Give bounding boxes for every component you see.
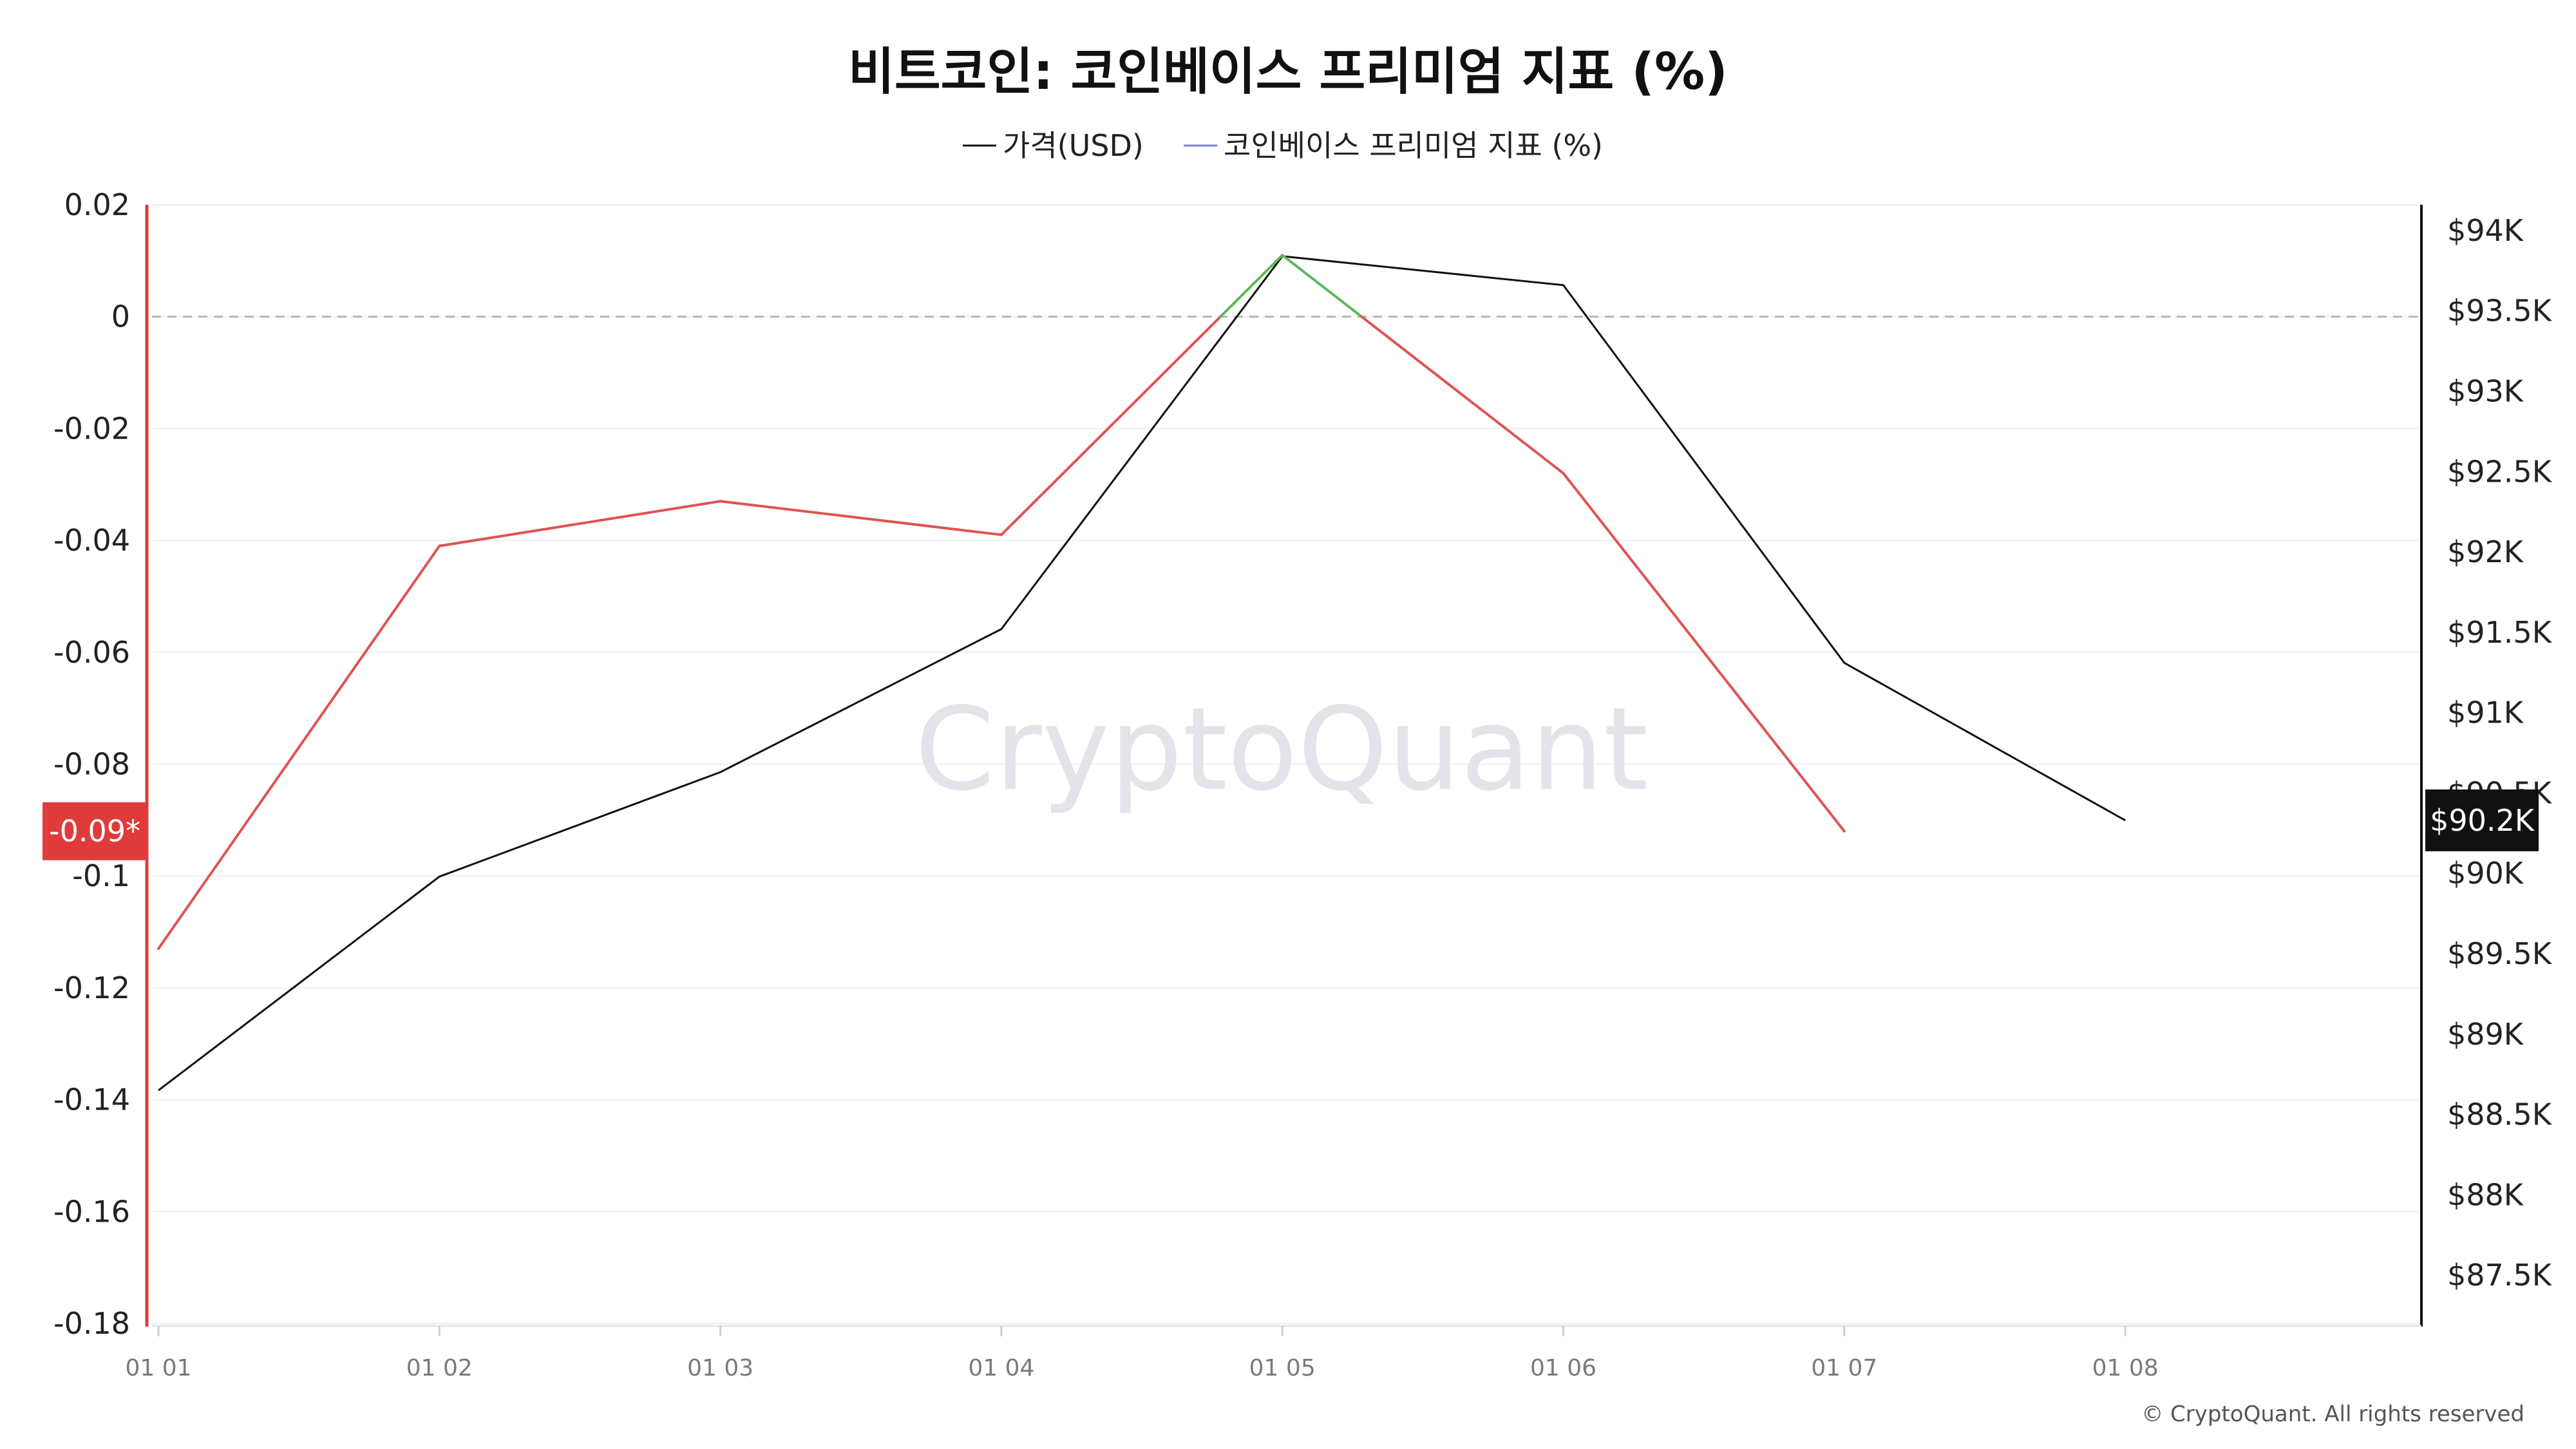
premium-segment [1281, 254, 1363, 318]
premium-segment [157, 544, 441, 951]
right-current-badge [2425, 789, 2539, 851]
y-right-tick-label: $87.5K [2447, 1258, 2553, 1293]
premium-segment [1360, 315, 1565, 475]
legend-price-label[interactable]: 가격(USD) [1003, 128, 1144, 163]
copyright-notice: © CryptoQuant. All rights reserved [2141, 1401, 2524, 1427]
x-tick-label: 01 05 [1249, 1355, 1316, 1381]
y-right-tick-label: $88.5K [2447, 1097, 2553, 1132]
watermark: CryptoQuant [914, 683, 1648, 816]
x-tick-label: 01 04 [968, 1355, 1034, 1381]
y-left-tick-label: -0.02 [53, 411, 130, 446]
y-right-tick-label: $91K [2447, 696, 2524, 730]
y-right-tick-label: $89K [2447, 1017, 2524, 1052]
premium-segment [1219, 254, 1284, 318]
y-right-tick-label: $88K [2447, 1177, 2524, 1212]
y-right-tick-label: $93K [2447, 374, 2524, 409]
premium-segment [1562, 471, 1846, 833]
x-tick-label: 01 01 [125, 1355, 191, 1381]
price-line [158, 255, 2126, 1092]
y-left-tick-label: -0.18 [53, 1306, 130, 1341]
y-left-tick-label: -0.06 [53, 635, 130, 670]
y-right-tick-label: $92K [2447, 535, 2524, 569]
y-right-tick-label: $89.5K [2447, 936, 2553, 971]
premium-segment [438, 500, 722, 547]
x-tick-label: 01 06 [1530, 1355, 1596, 1381]
y-right-tick-label: $94K [2447, 213, 2524, 248]
y-left-tick-label: 0 [111, 299, 130, 334]
y-left-tick-label: -0.04 [53, 523, 130, 558]
current-value-badges: -0.09* $90.2K [43, 789, 2539, 860]
left-current-badge [43, 802, 147, 860]
premium-segment [719, 500, 1003, 536]
y-left-tick-label: -0.14 [53, 1083, 130, 1117]
y-left-tick-label: -0.12 [53, 971, 130, 1005]
y-right-tick-label: $93.5K [2447, 294, 2553, 328]
x-tick-label: 01 08 [2092, 1355, 2159, 1381]
y-left-tick-label: 0.02 [64, 187, 130, 222]
y-right-tick-label: $92.5K [2447, 454, 2553, 489]
chart-title: 비트코인: 코인베이스 프리미엄 지표 (%) [848, 43, 1728, 101]
premium-segment [999, 315, 1222, 536]
tick-labels: 0.02 0 -0.02 -0.04 -0.06 -0.08 -0.1 -0.12 -0.14 -… [53, 187, 2553, 1381]
x-tick-label: 01 03 [687, 1355, 753, 1381]
left-current-badge-label: -0.09* [49, 814, 140, 849]
right-current-badge-label: $90.2K [2430, 803, 2535, 838]
y-left-tick-label: -0.16 [53, 1194, 130, 1229]
y-right-tick-label: $90K [2447, 856, 2524, 891]
y-left-tick-label: -0.08 [53, 747, 130, 782]
x-tick-label: 01 02 [406, 1355, 473, 1381]
y-right-tick-label: $91.5K [2447, 615, 2553, 650]
axes [145, 205, 2423, 1336]
legend-premium-label[interactable]: 코인베이스 프리미엄 지표 (%) [1224, 128, 1603, 163]
series-lines [157, 254, 2126, 1092]
y-left-tick-label: -0.1 [72, 858, 130, 893]
x-tick-label: 01 07 [1811, 1355, 1877, 1381]
legend: 가격(USD) 코인베이스 프리미엄 지표 (%) [963, 128, 1603, 163]
